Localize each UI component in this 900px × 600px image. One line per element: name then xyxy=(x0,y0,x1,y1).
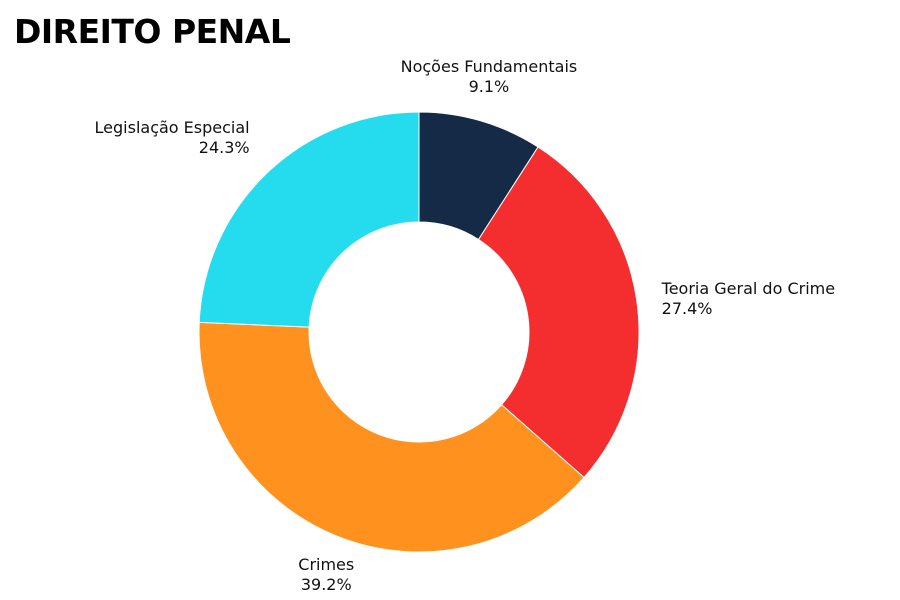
donut-slices xyxy=(198,111,640,553)
slice-label-legislacao-especial: Legislação Especial xyxy=(95,118,250,137)
slice-teoria-geral-do-crime xyxy=(477,146,640,479)
chart-title: DIREITO PENAL xyxy=(14,12,291,51)
slice-value-nocoes-fundamentais: 9.1% xyxy=(469,77,510,96)
slice-crimes xyxy=(198,321,585,553)
slice-label-teoria-geral-do-crime: Teoria Geral do Crime xyxy=(661,279,835,298)
slice-label-nocoes-fundamentais: Noções Fundamentais xyxy=(401,57,578,76)
slice-value-legislacao-especial: 24.3% xyxy=(199,138,250,157)
slice-value-crimes: 39.2% xyxy=(301,575,352,594)
slice-value-teoria-geral-do-crime: 27.4% xyxy=(662,299,713,318)
slice-legislacao-especial xyxy=(198,111,420,328)
slice-label-crimes: Crimes xyxy=(298,555,354,574)
